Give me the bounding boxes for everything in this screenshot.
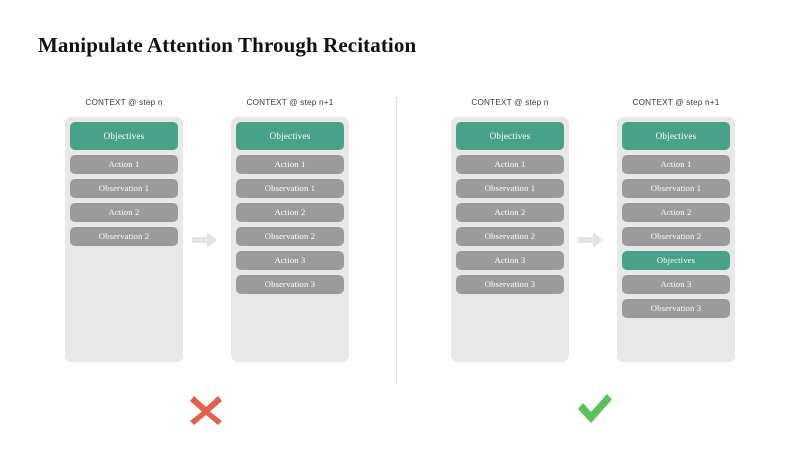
context-panel-left-step-n-plus-1: CONTEXT @ step n+1 Objectives Action 1 O… [231,96,349,362]
context-chip-action-2[interactable]: Action 2 [70,203,178,222]
check-mark-icon [575,390,615,426]
vertical-dotted-divider [396,97,397,383]
right-arrow-icon [192,231,218,249]
context-chip-action-2[interactable]: Action 2 [622,203,730,222]
context-chip-action-3[interactable]: Action 3 [622,275,730,294]
context-chip-observation-2[interactable]: Observation 2 [622,227,730,246]
context-panel-left-step-n: CONTEXT @ step n Objectives Action 1 Obs… [65,96,183,362]
context-chip-action-1[interactable]: Action 1 [622,155,730,174]
context-chip-action-3[interactable]: Action 3 [236,251,344,270]
context-chip-observation-1[interactable]: Observation 1 [622,179,730,198]
context-chip-observation-2[interactable]: Observation 2 [236,227,344,246]
context-stack: Objectives Action 1 Observation 1 Action… [617,117,735,362]
context-chip-observation-1[interactable]: Observation 1 [70,179,178,198]
context-chip-action-2[interactable]: Action 2 [456,203,564,222]
context-stack: Objectives Action 1 Observation 1 Action… [451,117,569,362]
context-panel-right-step-n-plus-1: CONTEXT @ step n+1 Objectives Action 1 O… [617,96,735,362]
context-chip-objectives[interactable]: Objectives [456,122,564,150]
panel-header: CONTEXT @ step n [85,98,163,107]
cross-mark-icon [186,390,226,426]
context-chip-action-3[interactable]: Action 3 [456,251,564,270]
context-chip-action-1[interactable]: Action 1 [456,155,564,174]
context-chip-objectives[interactable]: Objectives [236,122,344,150]
context-chip-objectives-recited[interactable]: Objectives [622,251,730,270]
context-chip-action-1[interactable]: Action 1 [70,155,178,174]
page-title: Manipulate Attention Through Recitation [38,33,417,57]
context-panel-right-step-n: CONTEXT @ step n Objectives Action 1 Obs… [451,96,569,362]
panel-header: CONTEXT @ step n [471,98,549,107]
context-chip-objectives[interactable]: Objectives [70,122,178,150]
context-stack: Objectives Action 1 Observation 1 Action… [65,117,183,362]
context-chip-observation-2[interactable]: Observation 2 [70,227,178,246]
context-chip-observation-3[interactable]: Observation 3 [236,275,344,294]
context-chip-observation-3[interactable]: Observation 3 [622,299,730,318]
context-stack: Objectives Action 1 Observation 1 Action… [231,117,349,362]
context-chip-action-2[interactable]: Action 2 [236,203,344,222]
context-chip-observation-3[interactable]: Observation 3 [456,275,564,294]
context-chip-objectives[interactable]: Objectives [622,122,730,150]
context-chip-observation-1[interactable]: Observation 1 [236,179,344,198]
panel-header: CONTEXT @ step n+1 [246,98,334,107]
context-chip-observation-1[interactable]: Observation 1 [456,179,564,198]
context-chip-action-1[interactable]: Action 1 [236,155,344,174]
context-chip-observation-2[interactable]: Observation 2 [456,227,564,246]
right-arrow-icon [578,231,604,249]
panel-header: CONTEXT @ step n+1 [632,98,720,107]
